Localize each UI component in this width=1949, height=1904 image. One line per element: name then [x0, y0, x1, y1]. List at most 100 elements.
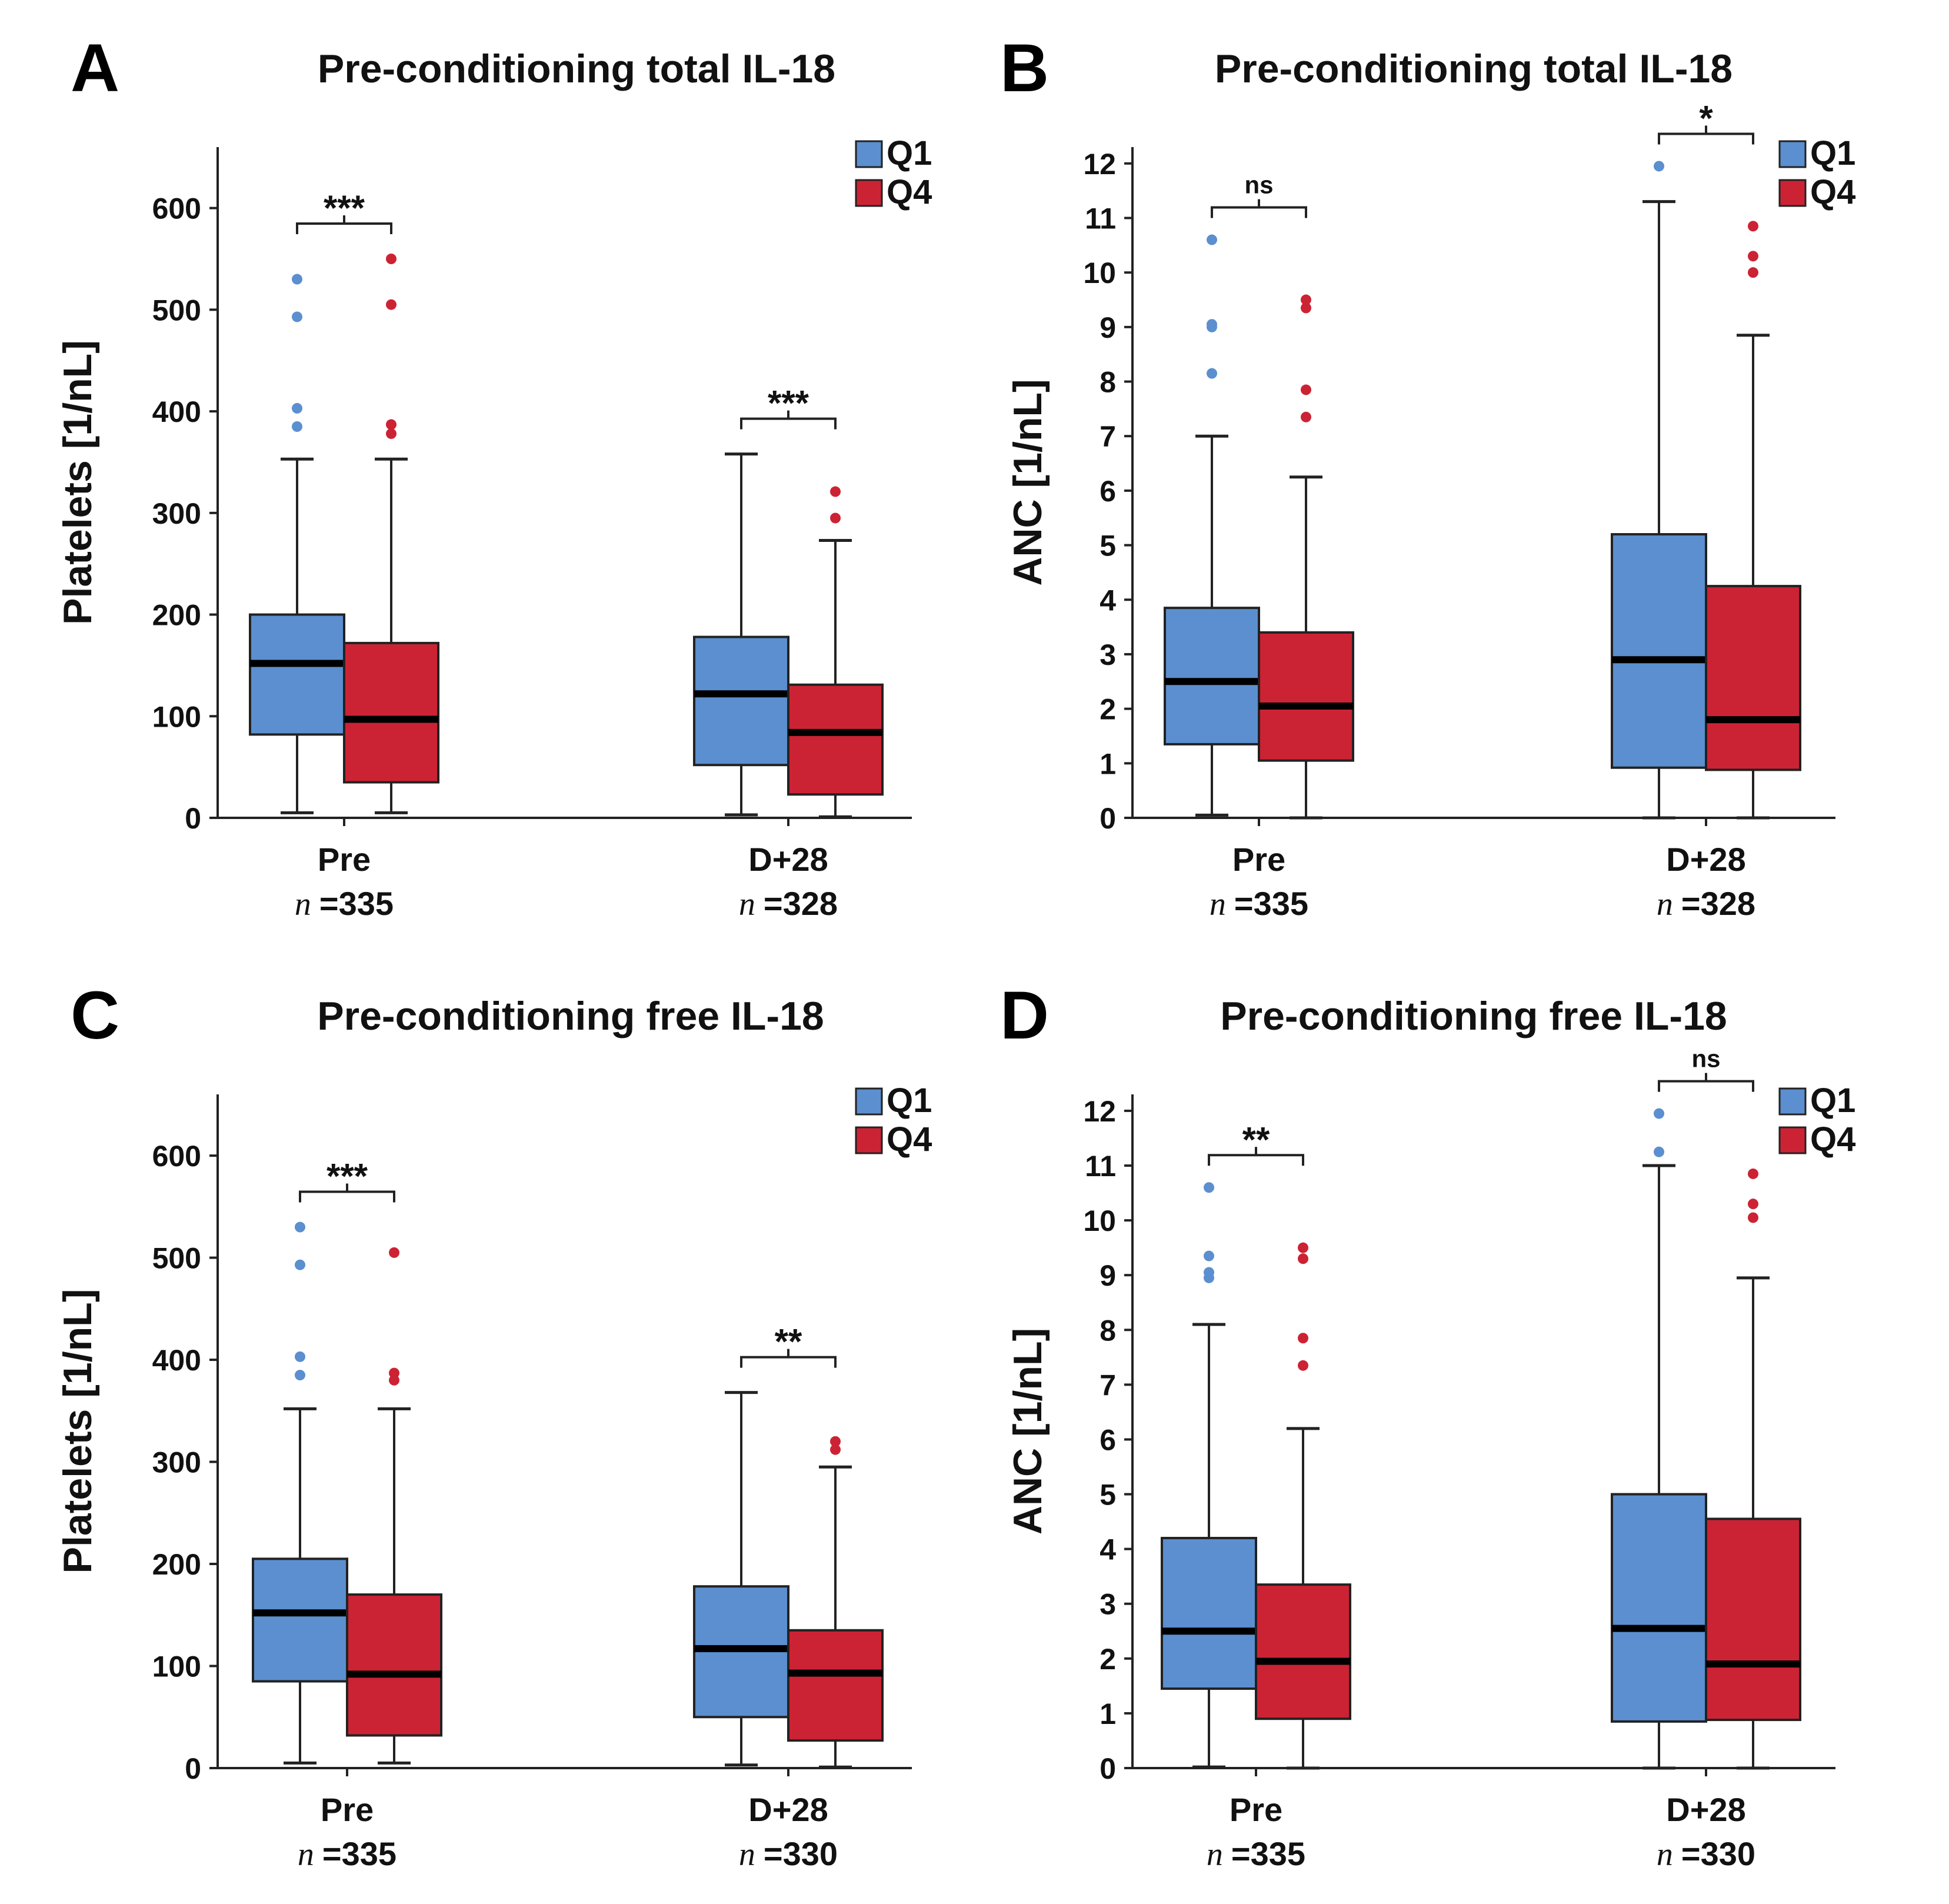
iqr-box: [1611, 533, 1707, 769]
outlier-point: [389, 1367, 399, 1379]
x-tick-label: Pre: [321, 1791, 374, 1828]
significance-label: **: [775, 1322, 802, 1362]
category-d-28: D+28 n =330 ns: [1611, 1045, 1801, 1873]
panel-letter: A: [71, 31, 119, 106]
significance-bracket: *: [1658, 98, 1754, 145]
legend-label-q1: Q1: [887, 1081, 932, 1120]
y-tick-label: 4: [1100, 1533, 1116, 1566]
n-symbol: n: [739, 886, 764, 923]
panel-title: Pre-conditioning total IL-18: [1215, 46, 1733, 91]
significance-label: *: [1699, 98, 1713, 138]
outlier-point: [386, 428, 397, 440]
box-q1: [249, 274, 345, 814]
panel-letter: C: [71, 978, 119, 1053]
outlier-point: [292, 311, 302, 322]
y-tick-label: 9: [1100, 1259, 1116, 1292]
y-axis-label: ANC [1/nL]: [1005, 1328, 1050, 1534]
n-equals: =: [764, 885, 783, 922]
iqr-box: [1164, 607, 1260, 745]
box-q4: [1258, 294, 1354, 820]
y-tick-label: 100: [152, 1650, 201, 1683]
outlier-point: [1654, 161, 1664, 172]
iqr-box: [346, 1593, 442, 1737]
y-tick-label: 5: [1100, 1479, 1116, 1512]
n-value: 328: [783, 885, 838, 922]
n-value: 335: [339, 885, 394, 922]
legend-swatch-q1: [855, 140, 883, 168]
outlier-point: [1748, 1168, 1758, 1179]
n-value: 335: [342, 1835, 397, 1872]
legend-label-q4: Q4: [1810, 1120, 1855, 1159]
y-tick-label: 10: [1083, 1204, 1116, 1237]
y-tick-label: 600: [152, 192, 201, 225]
legend-label-q1: Q1: [1810, 1081, 1855, 1120]
y-tick-label: 11: [1085, 202, 1116, 235]
significance-label: ns: [1691, 1045, 1720, 1073]
y-tick-label: 12: [1083, 148, 1116, 181]
y-tick-label: 10: [1083, 257, 1116, 289]
y-tick-label: 400: [152, 395, 201, 428]
iqr-box: [693, 635, 789, 767]
y-tick-label: 2: [1100, 693, 1116, 726]
y-tick-label: 500: [152, 294, 201, 327]
box-q1: [1161, 1182, 1257, 1769]
outlier-point: [830, 1436, 841, 1447]
y-tick-label: 4: [1100, 584, 1116, 617]
panel-b: B Pre-conditioning total IL-18 ANC [1/nL] 0…: [1000, 31, 1855, 923]
legend-label-q4: Q4: [887, 1120, 932, 1159]
outlier-point: [1298, 1333, 1308, 1344]
y-tick-label: 2: [1100, 1643, 1116, 1676]
outlier-point: [1204, 1182, 1214, 1193]
y-tick-label: 12: [1083, 1095, 1116, 1128]
box-q1: [693, 452, 789, 817]
box-q4: [1705, 221, 1801, 820]
n-value: 335: [1251, 1835, 1305, 1872]
iqr-box: [1255, 1583, 1351, 1720]
x-tick-label: Pre: [318, 841, 371, 878]
legend-swatch-q1: [855, 1087, 883, 1116]
significance-label: ***: [324, 188, 365, 228]
y-tick-label: 8: [1100, 366, 1116, 399]
outlier-point: [830, 1444, 841, 1455]
legend-swatch-q4: [1778, 1126, 1807, 1154]
significance-label: ***: [768, 384, 809, 423]
outlier-point: [1207, 234, 1217, 245]
legend-label-q4: Q4: [887, 173, 932, 211]
outlier-point: [292, 402, 302, 414]
n-equals: =: [319, 885, 339, 922]
legend-label-q4: Q4: [1810, 173, 1855, 211]
n-equals: =: [322, 1835, 342, 1872]
y-tick-label: 600: [152, 1140, 201, 1173]
box-q4: [1705, 1168, 1801, 1770]
outlier-point: [295, 1351, 305, 1362]
iqr-box: [787, 683, 884, 796]
outlier-point: [1301, 411, 1311, 422]
outlier-point: [1301, 294, 1311, 305]
y-tick-label: 200: [152, 1548, 201, 1581]
y-tick-label: 1: [1100, 1697, 1116, 1730]
y-tick-label: 9: [1100, 311, 1116, 344]
x-tick-label: D+28: [1666, 1791, 1745, 1828]
outlier-point: [1298, 1242, 1308, 1253]
significance-bracket: ns: [1211, 171, 1307, 218]
outlier-point: [1298, 1253, 1308, 1264]
outlier-point: [292, 421, 302, 432]
y-tick-label: 7: [1100, 420, 1116, 453]
iqr-box: [343, 641, 439, 784]
box-q4: [787, 1436, 884, 1769]
x-tick-label: D+28: [748, 841, 828, 878]
panel-c: C Pre-conditioning free IL-18 Platelets [1…: [55, 978, 932, 1873]
x-tick-label: D+28: [1666, 841, 1745, 878]
significance-bracket: ***: [296, 188, 392, 234]
category-d-28: D+28 n =328 ***: [693, 384, 884, 923]
outlier-point: [1748, 221, 1758, 232]
y-axis-label: Platelets [1/nL]: [55, 1289, 100, 1574]
significance-label: ***: [327, 1157, 368, 1196]
outlier-point: [1748, 267, 1758, 278]
n-equals: =: [1234, 885, 1254, 922]
legend-swatch-q4: [1778, 179, 1807, 207]
box-q4: [787, 486, 884, 818]
y-tick-label: 400: [152, 1344, 201, 1377]
category-d-28: D+28 n =330 **: [693, 1322, 884, 1873]
